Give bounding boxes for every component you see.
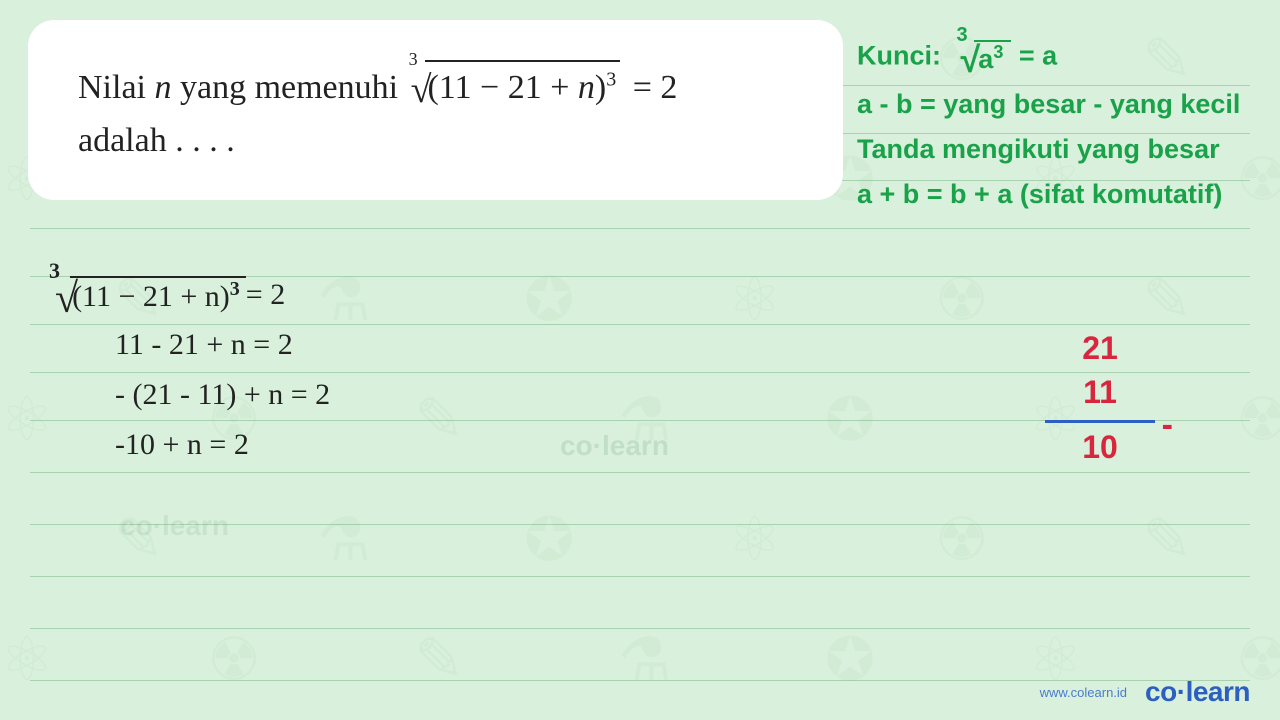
work-area: 3√(11 − 21 + n)3 = 2 11 - 21 + n = 2 - (… [55,270,330,470]
sidecalc-top: 21 [1055,330,1145,374]
kunci-index: 3 [957,24,968,47]
watermark-center: co·learn [560,430,669,462]
q-rad-index: 3 [409,46,418,74]
notes-panel: Kunci: 3√a3 = a a - b = yang besar - yan… [857,40,1260,224]
work-rad-index: 3 [49,258,60,284]
sidecalc-op: - [1162,406,1173,445]
q-radicand: (11 − 21 + n)3 [425,60,620,115]
work-row1: 3√(11 − 21 + n)3 = 2 [55,270,330,320]
question-card: Nilai n yang memenuhi 3√(11 − 21 + n)3 =… [28,20,843,200]
sidecalc-bottom: 10 [1055,429,1145,473]
question-line1: Nilai n yang memenuhi 3√(11 − 21 + n)3 =… [78,60,803,115]
footer-logo: co·learn [1145,676,1250,708]
notes-line4: a + b = b + a (sifat komutatif) [857,179,1260,210]
ruled-line [30,628,1250,629]
sidecalc-divider [1045,420,1155,423]
kunci-formula: 3√a3 [961,40,1012,75]
work-radicand: (11 − 21 + n)3 [70,276,246,314]
question-line2: adalah . . . . [78,115,803,168]
work-radical: 3√(11 − 21 + n)3 [55,276,246,314]
watermark-left: co·learn [120,510,229,542]
notes-kunci: Kunci: 3√a3 = a [857,40,1260,75]
side-calculation: 21 11 10 - [1055,330,1145,473]
work-row1-rhs: = 2 [246,278,285,312]
kunci-rad: a3 [974,40,1011,75]
q-mid: yang memenuhi [171,69,406,106]
work-row2: 11 - 21 + n = 2 [55,320,330,370]
kunci-label: Kunci: [857,41,941,71]
notes-line2: a - b = yang besar - yang kecil [857,89,1260,120]
kunci-rhs: = a [1011,41,1057,71]
q-radical: 3√(11 − 21 + n)3 [411,60,621,115]
q-prefix: Nilai [78,69,154,106]
footer: www.colearn.id co·learn [1040,676,1250,708]
ruled-line [30,228,1250,229]
work-row4: -10 + n = 2 [55,420,330,470]
work-row3: - (21 - 11) + n = 2 [55,370,330,420]
q-suffix: = 2 [624,69,677,106]
footer-url: www.colearn.id [1040,685,1127,700]
sidecalc-mid: 11 [1055,374,1145,418]
q-var: n [154,69,171,106]
notes-line3: Tanda mengikuti yang besar [857,134,1260,165]
ruled-line [30,576,1250,577]
